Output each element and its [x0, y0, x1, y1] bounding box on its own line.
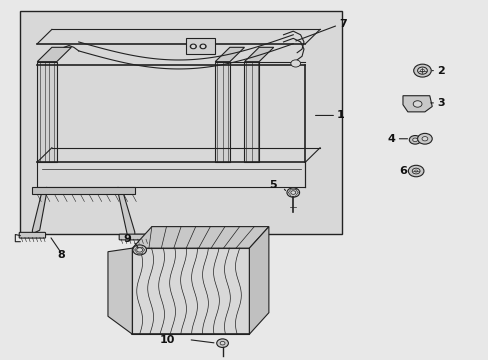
Circle shape	[216, 339, 228, 347]
Polygon shape	[37, 47, 71, 62]
Polygon shape	[215, 47, 244, 62]
Text: 6: 6	[398, 166, 406, 176]
Bar	[37, 62, 57, 162]
Circle shape	[412, 101, 421, 107]
Bar	[215, 62, 229, 162]
Circle shape	[417, 134, 431, 144]
Text: 3: 3	[436, 98, 444, 108]
Polygon shape	[402, 96, 431, 112]
Circle shape	[417, 67, 427, 74]
Text: 9: 9	[123, 234, 131, 244]
Circle shape	[421, 136, 427, 141]
Circle shape	[411, 168, 419, 174]
Circle shape	[407, 165, 423, 177]
Circle shape	[190, 44, 196, 49]
Polygon shape	[132, 248, 249, 334]
FancyBboxPatch shape	[119, 234, 150, 240]
Text: 1: 1	[336, 111, 344, 121]
FancyBboxPatch shape	[19, 232, 45, 238]
Bar	[20, 12, 341, 234]
Bar	[244, 62, 259, 162]
Polygon shape	[249, 226, 268, 334]
Circle shape	[201, 45, 204, 48]
Text: 7: 7	[339, 19, 346, 29]
Text: 5: 5	[269, 180, 277, 190]
Circle shape	[420, 69, 424, 72]
Circle shape	[412, 138, 417, 141]
Circle shape	[191, 45, 194, 48]
Circle shape	[286, 188, 299, 197]
Text: 10: 10	[160, 334, 175, 345]
Text: 2: 2	[436, 66, 444, 76]
Text: 4: 4	[387, 134, 395, 144]
Circle shape	[220, 341, 224, 345]
Polygon shape	[118, 187, 135, 235]
Circle shape	[414, 170, 417, 172]
Circle shape	[408, 135, 420, 144]
Bar	[185, 39, 215, 54]
Circle shape	[137, 248, 142, 252]
Polygon shape	[108, 248, 132, 334]
Text: 8: 8	[58, 250, 65, 260]
Circle shape	[290, 60, 300, 67]
Circle shape	[133, 245, 146, 255]
Circle shape	[290, 191, 295, 194]
Circle shape	[200, 44, 205, 49]
Polygon shape	[244, 47, 273, 62]
Polygon shape	[132, 226, 268, 248]
Bar	[32, 187, 135, 194]
Polygon shape	[32, 187, 47, 234]
Circle shape	[413, 64, 430, 77]
